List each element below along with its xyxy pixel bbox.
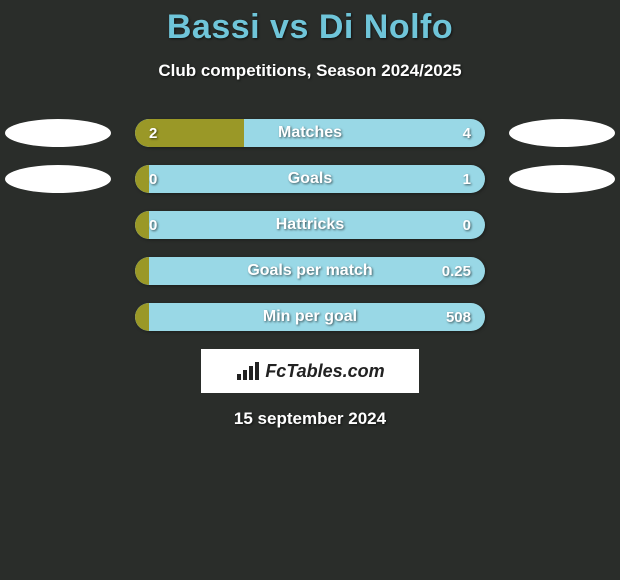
brand-text: FcTables.com (265, 361, 384, 382)
page-subtitle: Club competitions, Season 2024/2025 (0, 61, 620, 81)
value-right: 0.25 (442, 257, 471, 285)
value-right: 4 (463, 119, 471, 147)
bar-hattricks: 0 Hattricks 0 (135, 211, 485, 239)
bar-label: Matches (135, 119, 485, 147)
bar-goals-per-match: Goals per match 0.25 (135, 257, 485, 285)
bar-label: Min per goal (135, 303, 485, 331)
player-left-badge (5, 119, 111, 147)
bar-min-per-goal: Min per goal 508 (135, 303, 485, 331)
value-right: 508 (446, 303, 471, 331)
bar-matches: 2 Matches 4 (135, 119, 485, 147)
comparison-chart: Bassi vs Di Nolfo Club competitions, Sea… (0, 0, 620, 429)
bar-goals: 0 Goals 1 (135, 165, 485, 193)
bar-label: Hattricks (135, 211, 485, 239)
bar-label: Goals (135, 165, 485, 193)
date-text: 15 september 2024 (0, 409, 620, 429)
page-title: Bassi vs Di Nolfo (0, 8, 620, 47)
bar-chart-icon (235, 360, 261, 382)
row-matches: 2 Matches 4 (0, 119, 620, 147)
brand-plate: FcTables.com (201, 349, 419, 393)
player-right-badge (509, 119, 615, 147)
row-goals: 0 Goals 1 (0, 165, 620, 193)
row-hattricks: 0 Hattricks 0 (0, 211, 620, 239)
row-min-per-goal: Min per goal 508 (0, 303, 620, 331)
value-right: 0 (463, 211, 471, 239)
bar-label: Goals per match (135, 257, 485, 285)
value-right: 1 (463, 165, 471, 193)
row-goals-per-match: Goals per match 0.25 (0, 257, 620, 285)
player-right-badge (509, 165, 615, 193)
chart-area: 2 Matches 4 0 Goals 1 0 (0, 119, 620, 331)
player-left-badge (5, 165, 111, 193)
